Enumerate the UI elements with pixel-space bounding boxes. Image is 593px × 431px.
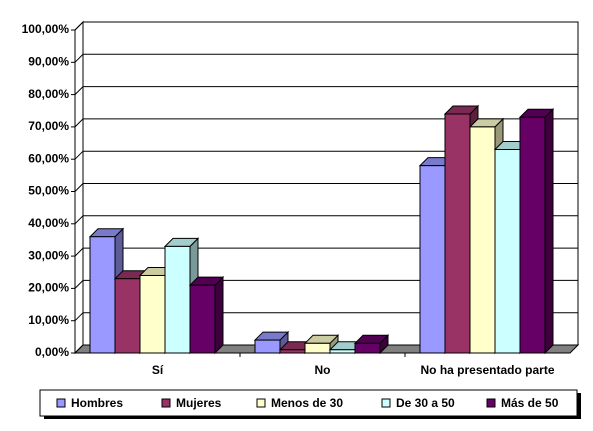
bar-group (303, 334, 340, 355)
y-tick-label: 50,00% (28, 184, 69, 198)
legend-swatch (486, 398, 496, 408)
x-tick-label: Sí (152, 363, 164, 377)
grid-line (74, 312, 578, 322)
y-tick-label: 100,00% (22, 22, 70, 36)
bar-side (214, 275, 224, 355)
grid-line (74, 215, 578, 225)
legend-label: Menos de 30 (271, 396, 343, 410)
bar-side (544, 108, 554, 355)
y-tick-label: 90,00% (28, 54, 69, 68)
y-tick-label: 80,00% (28, 87, 69, 101)
bar (444, 113, 471, 354)
grid-line (74, 344, 578, 354)
legend-swatch (56, 398, 66, 408)
y-tick-label: 60,00% (28, 151, 69, 165)
y-tick-label: 10,00% (28, 313, 69, 327)
bar (329, 349, 356, 354)
grid-line (74, 118, 578, 128)
bar (189, 284, 216, 354)
x-tick-label: No ha presentado parte (420, 363, 554, 377)
grid-line (74, 279, 578, 289)
bar-group (188, 275, 225, 355)
legend-label: Mujeres (176, 396, 222, 410)
grid-line (74, 86, 578, 95)
legend-swatch (256, 398, 266, 408)
bar (469, 126, 496, 354)
bar (139, 274, 166, 354)
y-tick-label: 20,00% (28, 281, 69, 295)
y-tick-label: 40,00% (28, 216, 69, 230)
bar (419, 165, 446, 354)
grid-line (74, 21, 578, 31)
bar (114, 278, 141, 354)
grid-line (74, 53, 578, 63)
x-tick-label: No (315, 363, 331, 377)
bar (519, 116, 546, 354)
grid-line (74, 150, 578, 160)
y-tick-label: 30,00% (28, 248, 69, 262)
bar (254, 339, 281, 354)
grid-line (74, 183, 578, 192)
bar (354, 342, 381, 354)
grid-line (74, 247, 578, 257)
y-tick-label: 70,00% (28, 119, 69, 133)
bar (279, 349, 306, 354)
bar (164, 245, 191, 354)
bar-group (353, 334, 390, 355)
legend-label: Más de 50 (501, 396, 559, 410)
legend (39, 389, 578, 417)
bar-group (88, 227, 125, 355)
legend-swatch (161, 398, 171, 408)
bar (494, 149, 521, 354)
legend-label: De 30 a 50 (396, 396, 455, 410)
legend-label: Hombres (71, 396, 123, 410)
bar (304, 342, 331, 354)
legend-swatch (381, 398, 391, 408)
y-tick-label: 0,00% (35, 345, 69, 359)
bar (89, 236, 116, 354)
bar-group (518, 108, 555, 355)
